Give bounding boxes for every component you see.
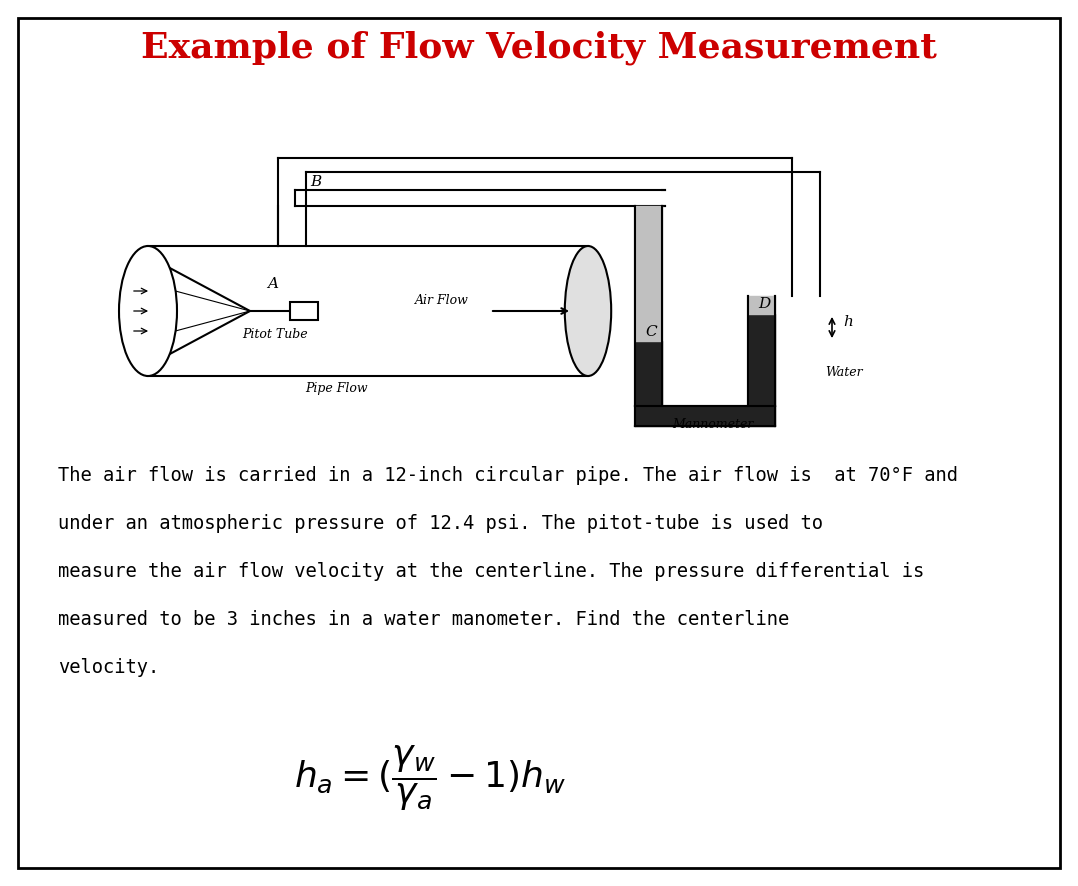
Text: under an atmospheric pressure of 12.4 psi. The pitot-tube is used to: under an atmospheric pressure of 12.4 ps… xyxy=(58,514,823,533)
Text: Pitot Tube: Pitot Tube xyxy=(241,328,307,341)
Text: measured to be 3 inches in a water manometer. Find the centerline: measured to be 3 inches in a water manom… xyxy=(58,610,789,629)
Text: measure the air flow velocity at the centerline. The pressure differential is: measure the air flow velocity at the cen… xyxy=(58,562,924,581)
Text: Pipe Flow: Pipe Flow xyxy=(305,382,368,395)
Text: C: C xyxy=(645,325,657,339)
Text: A: A xyxy=(267,277,278,291)
Text: Water: Water xyxy=(825,366,862,379)
Text: velocity.: velocity. xyxy=(58,658,160,677)
Text: Air Flow: Air Flow xyxy=(415,294,469,307)
Text: h: h xyxy=(843,315,853,329)
Text: D: D xyxy=(758,297,771,311)
Bar xyxy=(290,302,318,320)
Ellipse shape xyxy=(565,246,611,376)
Text: Mannometer: Mannometer xyxy=(672,418,754,431)
Text: The air flow is carried in a 12-inch circular pipe. The air flow is  at 70°F and: The air flow is carried in a 12-inch cir… xyxy=(58,466,958,485)
Text: B: B xyxy=(310,175,321,189)
Text: $h_a = (\dfrac{\gamma_w}{\gamma_a} - 1)h_w$: $h_a = (\dfrac{\gamma_w}{\gamma_a} - 1)h… xyxy=(294,743,566,812)
Text: Example of Flow Velocity Measurement: Example of Flow Velocity Measurement xyxy=(141,31,937,66)
Ellipse shape xyxy=(119,246,177,376)
